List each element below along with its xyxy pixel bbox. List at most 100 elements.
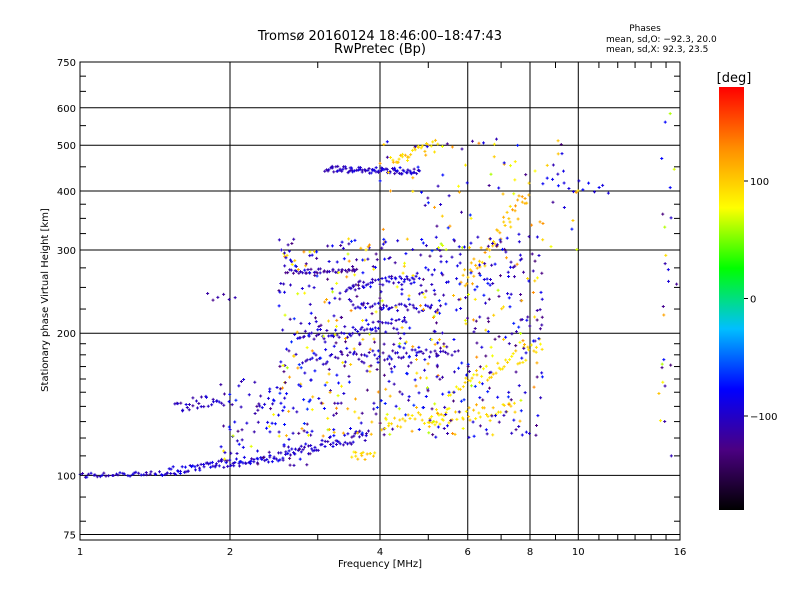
data-point [395,327,399,331]
data-point [445,280,449,284]
data-point [298,457,302,461]
data-point [485,277,489,281]
x-tick-label: 2 [227,547,233,558]
data-point [668,112,672,116]
data-point [458,387,462,391]
data-point [439,350,443,354]
data-point [380,277,384,281]
data-point [354,454,358,458]
data-point [410,414,414,418]
data-point [407,297,411,301]
data-point [314,334,318,338]
data-point [520,200,524,204]
data-point [411,345,415,349]
data-point [535,375,539,379]
data-point [207,462,211,466]
data-point [459,210,463,214]
data-point [334,443,338,447]
data-point [371,454,375,458]
data-point [391,427,395,431]
data-point [514,428,518,432]
data-point [343,325,347,329]
data-point [469,379,473,383]
data-point [179,401,183,405]
data-point [447,194,451,198]
data-point [393,172,397,176]
data-point [194,399,198,403]
data-point [527,432,531,436]
data-point [227,400,231,404]
data-point [374,310,378,314]
data-point [360,360,364,364]
y-axis-label: Stationary phase Virtual Height [km] [40,208,51,392]
data-point [362,328,366,332]
data-point [321,362,325,366]
data-point [393,365,397,369]
data-point [541,222,545,226]
data-point [506,360,510,364]
data-point [332,314,336,318]
data-point [402,346,406,350]
data-point [491,433,495,437]
data-point [534,433,538,437]
data-point [347,259,351,263]
data-point [511,208,515,212]
data-point [404,320,408,324]
data-point [480,382,484,386]
data-point [508,204,512,208]
data-point [317,397,321,401]
data-point [258,404,262,408]
data-point [311,395,315,399]
data-point [309,267,313,271]
data-point [137,471,141,475]
data-point [345,270,349,274]
data-point [426,389,430,393]
data-point [520,195,524,199]
data-point [526,276,530,280]
data-point [464,376,468,380]
data-point [289,283,293,287]
data-point [338,167,342,171]
data-point [406,413,410,417]
data-point [403,153,407,157]
data-point [229,464,233,468]
data-point [507,402,511,406]
data-point [302,398,306,402]
data-point [360,353,364,357]
data-point [341,431,345,435]
data-point [426,143,430,147]
data-point [448,224,452,228]
data-point [562,181,566,185]
data-point [283,290,287,294]
data-point [392,281,396,285]
data-point [224,461,228,465]
data-point [256,457,260,461]
data-point [349,299,353,303]
data-point [450,255,454,259]
data-point [458,261,462,265]
y-tick-label: 200 [57,329,76,340]
data-point [374,252,378,256]
data-point [398,418,402,422]
data-point [424,303,428,307]
data-point [350,455,354,459]
data-point [413,378,417,382]
data-point [408,302,412,306]
data-point [351,352,355,356]
data-point [424,289,428,293]
data-point [444,302,448,306]
data-point [379,306,383,310]
data-point [551,200,555,204]
data-point [419,349,423,353]
data-point [478,396,482,400]
data-point [309,444,313,448]
data-point [393,261,397,265]
data-point [540,375,544,379]
data-point [233,420,237,424]
data-point [663,384,667,388]
data-point [397,355,401,359]
data-point [360,302,364,306]
data-point [412,403,416,407]
data-point [341,167,345,171]
data-point [282,443,286,447]
